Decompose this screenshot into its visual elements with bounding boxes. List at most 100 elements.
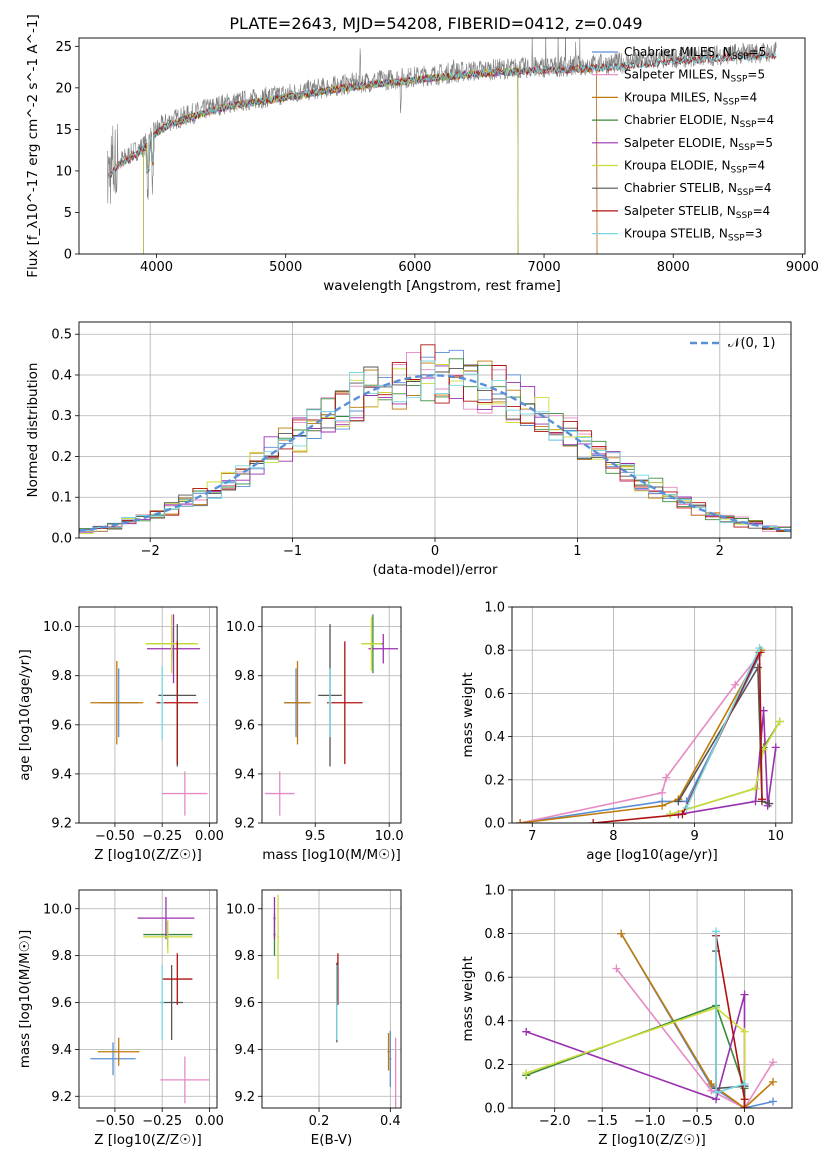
mass-weight-marker bbox=[769, 1077, 778, 1086]
mass-weight-marker bbox=[589, 819, 598, 823]
model-spectrum-kroupa-stelib bbox=[108, 51, 777, 179]
mass-weight-marker bbox=[751, 784, 760, 793]
x-tick-label: −1.5 bbox=[586, 1114, 618, 1129]
legend-entry: 𝒩(0, 1) bbox=[728, 336, 775, 351]
mass-weight-marker bbox=[712, 927, 721, 936]
plot-area bbox=[273, 894, 397, 1108]
plot-area bbox=[264, 614, 399, 816]
y-tick-label: 9.2 bbox=[234, 1090, 255, 1105]
panel-age-vs-Z: −0.50 −0.25 0.00 9.2 9.4 9.6 9.8 10.0 Z [log10(Z… bbox=[17, 606, 224, 863]
axes-frame bbox=[78, 889, 218, 1109]
mass-weight-marker bbox=[771, 743, 780, 752]
residual-hist-kroupa-stelib bbox=[79, 360, 791, 531]
y-tick-label: 0.2 bbox=[484, 1058, 505, 1073]
mass-weight-line-kroupa-elodie bbox=[670, 721, 781, 816]
mass-weight-marker bbox=[765, 799, 774, 808]
x-tick-label: −1.0 bbox=[634, 1114, 666, 1129]
y-tick-label: 25 bbox=[55, 40, 72, 55]
y-tick-label: 9.4 bbox=[51, 1043, 72, 1058]
y-tick-label: 0.2 bbox=[484, 773, 505, 788]
y-tick-label: 9.8 bbox=[234, 669, 255, 684]
mass-weight-marker bbox=[658, 801, 667, 810]
axes-frame bbox=[261, 889, 402, 1109]
mass-weight-marker bbox=[740, 990, 749, 999]
x-tick-label: 9000 bbox=[786, 260, 819, 275]
mass-weight-marker bbox=[516, 819, 525, 823]
x-axis-label: Z [log10(Z/Z☉)] bbox=[598, 1132, 706, 1148]
mass-weight-marker bbox=[755, 644, 764, 653]
x-axis-label: wavelength [Angstrom, rest frame] bbox=[323, 278, 561, 294]
y-tick-label: 10.0 bbox=[43, 902, 72, 917]
residual-hist-salpeter-stelib bbox=[79, 344, 791, 532]
plot-area bbox=[90, 614, 208, 816]
mass-weight-marker bbox=[678, 810, 687, 819]
x-axis-label: mass [log10(M/M☉)] bbox=[262, 847, 401, 863]
x-tick-label: 2 bbox=[716, 544, 724, 559]
mass-weight-line-kroupa-miles bbox=[620, 933, 774, 1108]
x-axis-label: E(B-V) bbox=[311, 1132, 353, 1148]
x-tick-label: 9 bbox=[690, 829, 698, 844]
x-tick-label: −0.25 bbox=[142, 1114, 182, 1129]
x-tick-label: 7 bbox=[528, 829, 536, 844]
y-tick-label: 5 bbox=[64, 206, 72, 221]
y-axis-label: mass weight bbox=[460, 956, 476, 1041]
x-axis-label: Z [log10(Z/Z☉)] bbox=[94, 847, 202, 863]
panel-age-vs-mass: 9.5 10.0 9.2 9.4 9.6 9.8 10.0 mass [log10(M/M☉)… bbox=[226, 606, 404, 863]
axes-frame bbox=[511, 606, 793, 824]
y-tick-label: 0.8 bbox=[484, 644, 505, 659]
panel-mass-weight-vs-Z: −2.0 −1.5 −1.0 −0.5 0.0 0.0 0.2 0.4 0.6 0.8 1.0 Z [… bbox=[460, 884, 793, 1148]
y-tick-label: 0.0 bbox=[51, 532, 72, 547]
y-tick-label: 9.4 bbox=[51, 767, 72, 782]
mass-weight-marker bbox=[740, 1080, 749, 1089]
mass-weight-marker bbox=[612, 964, 621, 973]
y-axis-label: Normed distribution bbox=[25, 363, 41, 498]
mass-weight-marker bbox=[740, 1027, 749, 1036]
mass-weight-marker bbox=[658, 788, 667, 797]
y-tick-label: 9.6 bbox=[51, 996, 72, 1011]
mass-weight-marker bbox=[740, 1095, 749, 1104]
y-tick-label: 0.6 bbox=[484, 971, 505, 986]
y-axis-label: mass [log10(M/M☉)] bbox=[17, 930, 33, 1069]
mass-weight-line-kroupa-miles bbox=[520, 649, 762, 823]
legend-entry: Chabrier ELODIE, NSSP=4 bbox=[624, 113, 774, 130]
axes-frame bbox=[511, 889, 793, 1109]
x-tick-label: −0.5 bbox=[681, 1114, 713, 1129]
panel-residual-histogram: −2 −1 0 1 2 0.0 0.1 0.2 0.3 0.4 0.5 (data-model)/er… bbox=[25, 321, 792, 578]
mass-weight-line-salpeter-miles bbox=[615, 968, 774, 1108]
mass-weight-marker bbox=[769, 1058, 778, 1067]
y-tick-label: 9.2 bbox=[234, 817, 255, 832]
x-tick-label: 10 bbox=[767, 829, 784, 844]
legend-entry: Chabrier MILES, NSSP=5 bbox=[624, 45, 766, 62]
x-tick-label: −2 bbox=[141, 544, 160, 559]
x-tick-label: 0.0 bbox=[734, 1114, 755, 1129]
y-tick-label: 15 bbox=[55, 123, 72, 138]
y-tick-label: 0.1 bbox=[51, 491, 72, 506]
mass-weight-marker bbox=[674, 797, 683, 806]
y-tick-label: 0.8 bbox=[484, 927, 505, 942]
mass-weight-marker bbox=[662, 773, 671, 782]
mass-weight-marker bbox=[753, 663, 762, 672]
legend-entry: Salpeter ELODIE, NSSP=5 bbox=[624, 136, 773, 153]
y-tick-label: 9.2 bbox=[51, 817, 72, 832]
axes-frame bbox=[78, 321, 792, 539]
y-tick-label: 10.0 bbox=[43, 620, 72, 635]
y-tick-label: 0.0 bbox=[484, 817, 505, 832]
y-tick-label: 0.4 bbox=[484, 730, 505, 745]
legend-entry: Salpeter STELIB, NSSP=4 bbox=[624, 204, 770, 221]
x-tick-label: 8000 bbox=[657, 260, 690, 275]
x-tick-label: −0.50 bbox=[95, 1114, 135, 1129]
x-axis-label: Z [log10(Z/Z☉)] bbox=[94, 1132, 202, 1148]
y-tick-label: 10.0 bbox=[226, 902, 255, 917]
gaussian-curve bbox=[79, 374, 791, 533]
y-tick-label: 0.6 bbox=[484, 687, 505, 702]
spectrum-legend: Chabrier MILES, NSSP=5 Salpeter MILES, NS… bbox=[592, 45, 774, 244]
x-axis-label: (data-model)/error bbox=[372, 562, 498, 578]
y-axis-label: age [log10(age/yr)] bbox=[17, 649, 33, 781]
panel-spectrum: 4000 5000 6000 7000 8000 9000 0 5 10 15 20 25 wavele… bbox=[25, 14, 819, 294]
y-tick-label: 9.8 bbox=[51, 669, 72, 684]
y-tick-label: 9.4 bbox=[234, 1043, 255, 1058]
panel-mass-weight-vs-age: 7 8 9 10 0.0 0.2 0.4 0.6 0.8 1.0 age [log10(age/yr… bbox=[460, 601, 793, 863]
mass-weight-line-kroupa-stelib bbox=[685, 647, 761, 809]
plot-area bbox=[90, 897, 210, 1104]
x-tick-label: 4000 bbox=[140, 260, 173, 275]
